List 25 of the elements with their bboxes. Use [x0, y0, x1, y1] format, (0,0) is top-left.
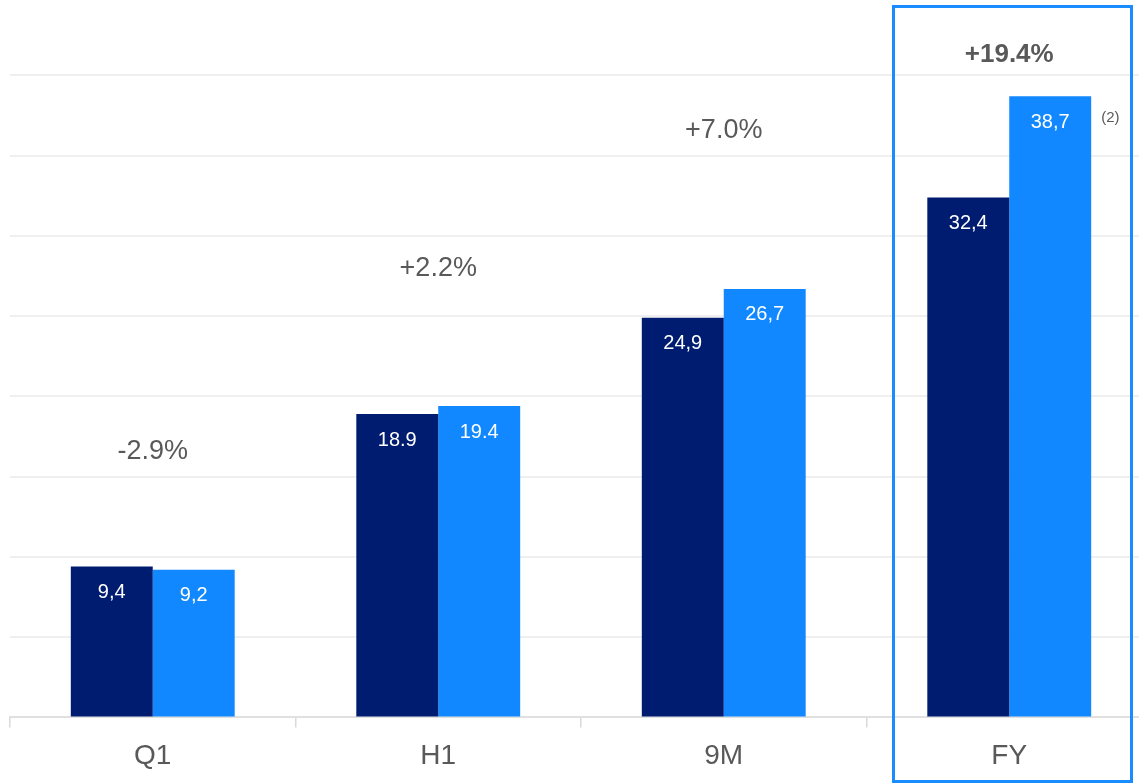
data-label: 18.9 — [377, 427, 417, 450]
data-label: 38,7 — [1030, 109, 1070, 132]
x-tick-label: Q1 — [134, 738, 172, 770]
data-label: 26,7 — [745, 302, 785, 325]
annotation: -2.9% — [117, 435, 189, 466]
data-label: 32,4 — [948, 210, 988, 233]
bar — [641, 317, 724, 717]
bar — [356, 414, 439, 717]
bar — [927, 197, 1010, 717]
annotation: +7.0% — [685, 114, 763, 145]
bar — [70, 566, 153, 717]
annotation: +2.2% — [399, 252, 477, 283]
x-tick-label: H1 — [420, 738, 457, 770]
x-tick-label: FY — [991, 738, 1028, 770]
annotation: (2) — [1101, 108, 1120, 126]
data-label: 9,2 — [179, 583, 208, 606]
x-tick-label: 9M — [704, 738, 744, 770]
data-label: 24,9 — [663, 331, 703, 354]
data-label: 19.4 — [459, 419, 499, 442]
data-label: 9,4 — [97, 580, 126, 603]
bar — [1009, 96, 1092, 717]
annotation: +19.4% — [964, 38, 1054, 69]
bar — [438, 406, 521, 717]
bar — [723, 288, 806, 717]
bar — [152, 569, 235, 717]
